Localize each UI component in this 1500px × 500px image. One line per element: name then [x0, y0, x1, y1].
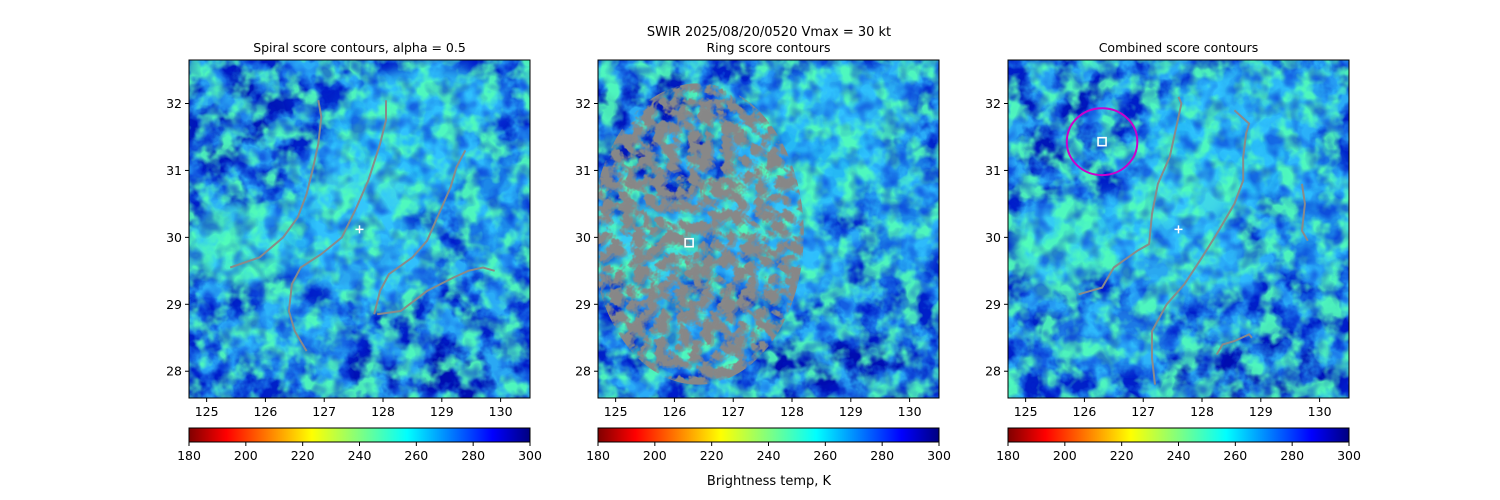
colorbar-tick-label: 280 [1280, 448, 1304, 463]
x-tick-label: 128 [1190, 404, 1214, 419]
y-tick-label: 31 [985, 163, 1001, 178]
y-tick-label: 28 [166, 364, 182, 379]
y-tick-label: 30 [166, 230, 182, 245]
colorbar-tick-label: 180 [177, 448, 201, 463]
colorbar-label: Brightness temp, K [707, 474, 832, 489]
panel-1: Spiral score contours, alpha = 0.5 125 126… [166, 40, 542, 463]
x-tick-label: 130 [898, 404, 922, 419]
panel-3: Combined score contours 125 126 127 128 129 13… [985, 40, 1361, 463]
colorbar-tick-label: 280 [870, 448, 894, 463]
axes-frame [597, 59, 940, 399]
ring-contours [598, 83, 804, 385]
contour-line [287, 100, 387, 352]
colorbar-tick-label: 200 [643, 448, 667, 463]
x-tick-label: 125 [195, 404, 219, 419]
heatmap-field [1008, 60, 1349, 398]
colorbar-tick-label: 220 [1110, 448, 1134, 463]
colorbar-tick-label: 260 [813, 448, 837, 463]
colorbar-tick-label: 220 [291, 448, 315, 463]
center-square-marker [1097, 136, 1107, 147]
axes-frame [188, 59, 531, 399]
x-tick-label: 128 [371, 404, 395, 419]
colorbar-tick-label: 220 [700, 448, 724, 463]
y-tick-label: 32 [166, 96, 182, 111]
panel-2: Ring score contours 125 126 127 128 129 130 28 2… [575, 40, 951, 463]
x-tick-label: 125 [1014, 404, 1038, 419]
colorbar-tick-label: 300 [1337, 448, 1361, 463]
x-tick-label: 127 [312, 404, 336, 419]
colorbar-tick-label: 180 [996, 448, 1020, 463]
axes-frame [1007, 59, 1350, 399]
y-tick-label: 28 [575, 364, 591, 379]
colorbar-tick-label: 300 [927, 448, 951, 463]
y-tick-label: 31 [575, 163, 591, 178]
colorbar-gradient [1007, 427, 1350, 443]
colorbar: 180 200 220 240 260 280 300 [996, 427, 1361, 463]
panel-title: Ring score contours [706, 40, 830, 55]
y-tick-label: 29 [575, 297, 591, 312]
y-tick-label: 28 [985, 364, 1001, 379]
ring-contour-field [601, 83, 804, 385]
y-tick-label: 30 [575, 230, 591, 245]
contours [598, 83, 804, 385]
colorbar-gradient [597, 427, 940, 443]
colorbar-tick-label: 260 [1223, 448, 1247, 463]
y-tick-label: 29 [166, 297, 182, 312]
x-tick-label: 129 [839, 404, 863, 419]
contour-line [1215, 333, 1253, 356]
y-tick-label: 32 [985, 96, 1001, 111]
colorbar-tick-label: 280 [461, 448, 485, 463]
panel-title: Combined score contours [1099, 40, 1259, 55]
y-tick-label: 29 [985, 297, 1001, 312]
x-tick-label: 127 [1131, 404, 1155, 419]
colorbar-tick-label: 260 [404, 448, 428, 463]
center-square-marker [684, 237, 694, 248]
contours [229, 100, 495, 352]
x-tick-label: 130 [489, 404, 513, 419]
contour-line [1300, 183, 1309, 242]
radius-circle-marker [1065, 107, 1139, 177]
x-tick-label: 126 [663, 404, 687, 419]
contour-line [376, 266, 495, 316]
x-tick-label: 126 [254, 404, 278, 419]
contour-line [1078, 96, 1183, 296]
heatmap-field [189, 60, 530, 398]
x-tick-label: 125 [604, 404, 628, 419]
colorbar-tick-label: 240 [348, 448, 372, 463]
colorbar-gradient [188, 427, 531, 443]
colorbar-tick-label: 240 [1167, 448, 1191, 463]
y-tick-label: 30 [985, 230, 1001, 245]
suptitle: SWIR 2025/08/20/0520 Vmax = 30 kt [647, 25, 891, 40]
center-plus-marker [1174, 225, 1183, 234]
colorbar-tick-label: 300 [518, 448, 542, 463]
x-tick-label: 129 [430, 404, 454, 419]
panel-title: Spiral score contours, alpha = 0.5 [253, 40, 466, 55]
contour-line [373, 149, 467, 315]
x-tick-label: 126 [1073, 404, 1097, 419]
contours [1078, 96, 1309, 385]
colorbar: 180 200 220 240 260 280 300 [586, 427, 951, 463]
y-tick-label: 32 [575, 96, 591, 111]
colorbar: 180 200 220 240 260 280 300 [177, 427, 542, 463]
contour-line [229, 100, 323, 269]
center-plus-marker [355, 225, 364, 234]
colorbar-tick-label: 180 [586, 448, 610, 463]
x-tick-label: 128 [780, 404, 804, 419]
colorbar-tick-label: 240 [757, 448, 781, 463]
colorbar-tick-label: 200 [1053, 448, 1077, 463]
x-tick-label: 130 [1308, 404, 1332, 419]
y-tick-label: 31 [166, 163, 182, 178]
x-tick-label: 127 [721, 404, 745, 419]
x-tick-label: 129 [1249, 404, 1273, 419]
colorbar-tick-label: 200 [234, 448, 258, 463]
contour-line [1151, 109, 1251, 385]
